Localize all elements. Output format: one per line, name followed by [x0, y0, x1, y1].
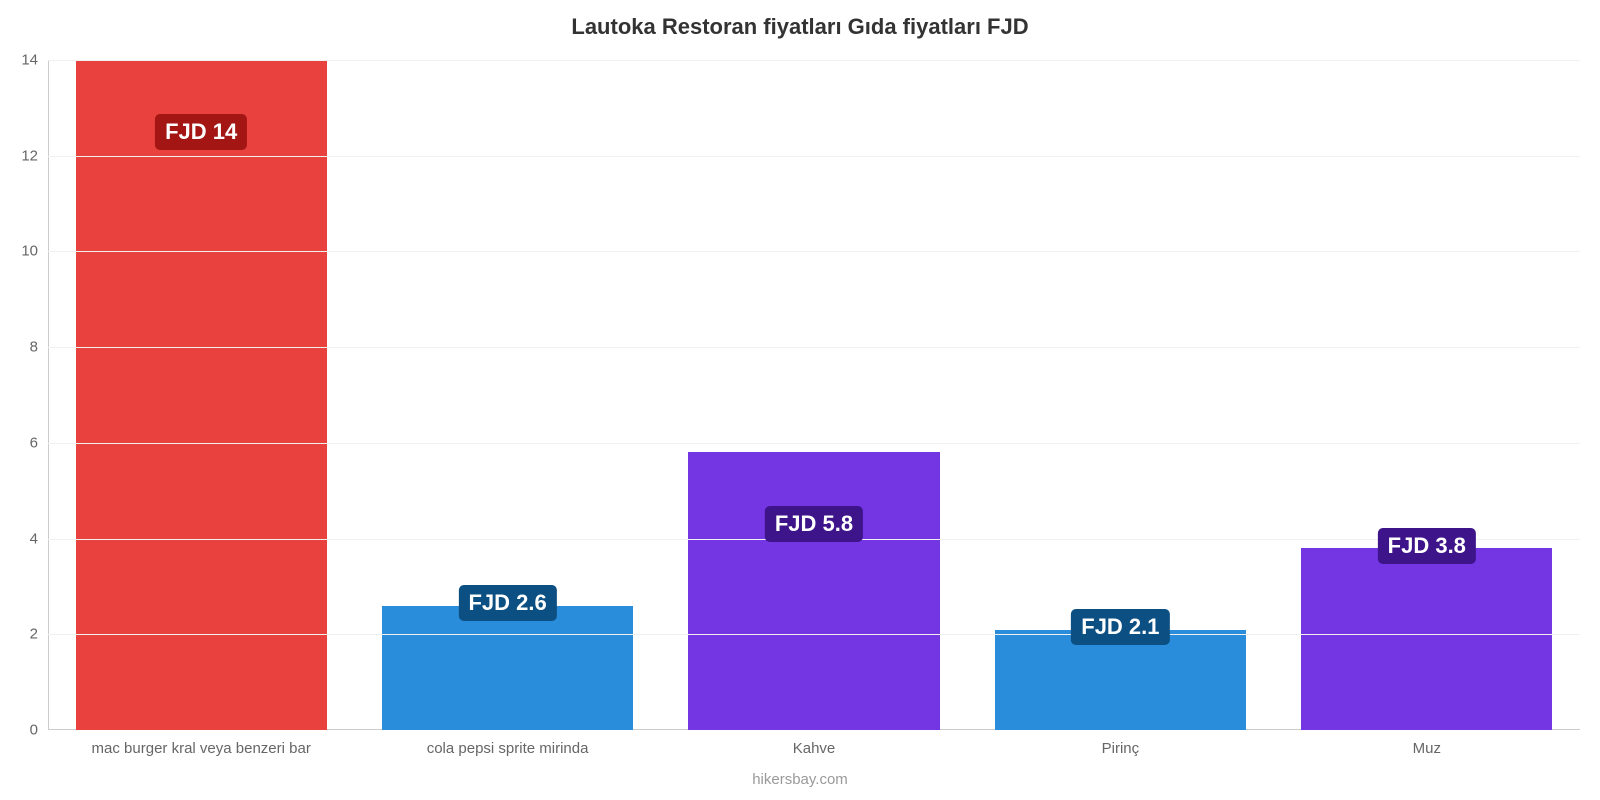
grid-line [48, 251, 1580, 252]
chart-title: Lautoka Restoran fiyatları Gıda fiyatlar… [0, 14, 1600, 40]
grid-line [48, 347, 1580, 348]
y-tick-label: 14 [21, 52, 38, 69]
bar [76, 60, 327, 730]
grid-line [48, 156, 1580, 157]
bar [1301, 548, 1552, 730]
value-badge: FJD 14 [155, 114, 247, 150]
grid-line [48, 634, 1580, 635]
bars-container [48, 60, 1580, 730]
value-badge: FJD 2.1 [1071, 609, 1169, 645]
attribution-text: hikersbay.com [0, 771, 1600, 788]
y-tick-label: 2 [30, 626, 38, 643]
bar [382, 606, 633, 730]
grid-line [48, 60, 1580, 61]
x-tick-label: Muz [1413, 740, 1441, 757]
x-tick-label: mac burger kral veya benzeri bar [92, 740, 311, 757]
price-bar-chart: Lautoka Restoran fiyatları Gıda fiyatlar… [0, 0, 1600, 800]
y-tick-label: 6 [30, 434, 38, 451]
bar [688, 452, 939, 730]
value-badge: FJD 5.8 [765, 506, 863, 542]
value-badge: FJD 2.6 [458, 585, 556, 621]
y-tick-label: 4 [30, 530, 38, 547]
value-badge: FJD 3.8 [1378, 528, 1476, 564]
y-tick-label: 0 [30, 722, 38, 739]
plot-area: 02468101214mac burger kral veya benzeri … [48, 60, 1580, 730]
x-tick-label: Pirinç [1102, 740, 1140, 757]
x-tick-label: Kahve [793, 740, 836, 757]
y-tick-label: 8 [30, 339, 38, 356]
y-tick-label: 12 [21, 147, 38, 164]
y-tick-label: 10 [21, 243, 38, 260]
grid-line [48, 443, 1580, 444]
x-tick-label: cola pepsi sprite mirinda [427, 740, 589, 757]
